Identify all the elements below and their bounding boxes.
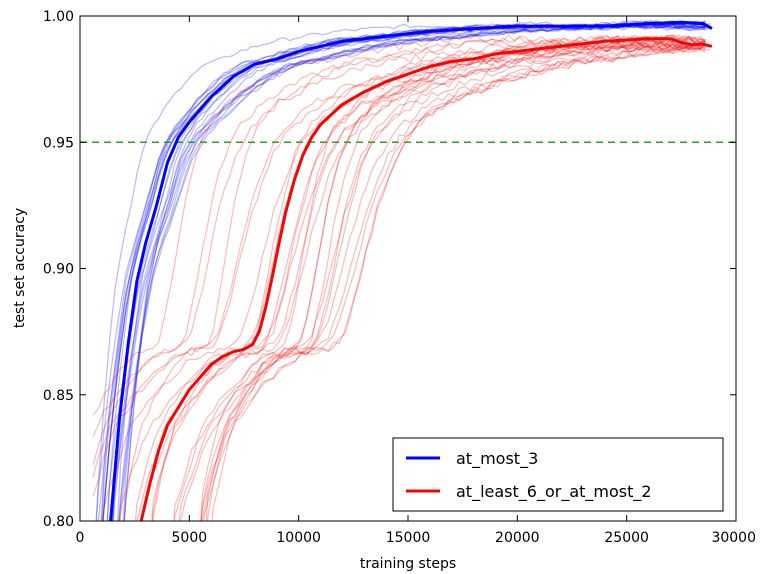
run-line (92, 35, 706, 466)
run-line (112, 23, 706, 521)
run-line (92, 35, 706, 478)
run-line (151, 35, 706, 521)
x-tick-label: 20000 (495, 530, 540, 546)
run-line (118, 41, 706, 521)
x-tick-label: 25000 (604, 530, 649, 546)
x-tick-label: 30000 (711, 530, 756, 546)
run-line (92, 35, 706, 437)
run-line (152, 35, 706, 521)
y-tick-label: 0.85 (43, 388, 74, 404)
axis-ticks: 0 5000 10000 15000 20000 25000 30000 0.80 0.85 0.… (43, 9, 756, 546)
x-tick-label: 5000 (172, 530, 208, 546)
y-tick-label: 0.80 (43, 514, 74, 530)
series-line-at-most-3 (109, 20, 713, 521)
series-line-at-least-6-or-at-most-2 (139, 37, 713, 521)
y-tick-label: 0.95 (43, 135, 74, 151)
run-line (141, 41, 706, 521)
run-line (106, 20, 712, 521)
run-line (106, 23, 706, 521)
x-tick-label: 0 (76, 530, 85, 546)
run-line (92, 34, 706, 416)
mean-series (109, 20, 713, 521)
run-line (173, 40, 706, 521)
run-line (211, 35, 706, 521)
legend-label-at-most-3: at_most_3 (456, 449, 538, 469)
run-line (201, 36, 706, 521)
x-tick-label: 10000 (276, 530, 321, 546)
run-line (123, 34, 706, 521)
run-line (200, 45, 706, 521)
run-line (205, 34, 706, 521)
y-axis-label: test set accuracy (12, 208, 28, 328)
x-tick-label: 15000 (386, 530, 431, 546)
run-line (178, 44, 711, 521)
run-line (202, 43, 706, 521)
run-line (112, 23, 706, 521)
y-tick-label: 0.90 (43, 262, 74, 278)
run-line (179, 48, 706, 521)
x-axis-label: training steps (360, 556, 456, 572)
legend-box (392, 437, 724, 512)
legend: at_most_3 at_least_6_or_at_most_2 (392, 437, 724, 512)
y-tick-label: 1.00 (43, 9, 74, 25)
run-line (200, 37, 706, 521)
run-line (151, 36, 706, 521)
legend-label-at-least-6-or-at-most-2: at_least_6_or_at_most_2 (456, 482, 652, 502)
run-line (95, 21, 706, 521)
run-line (173, 42, 706, 521)
run-line (102, 36, 706, 521)
